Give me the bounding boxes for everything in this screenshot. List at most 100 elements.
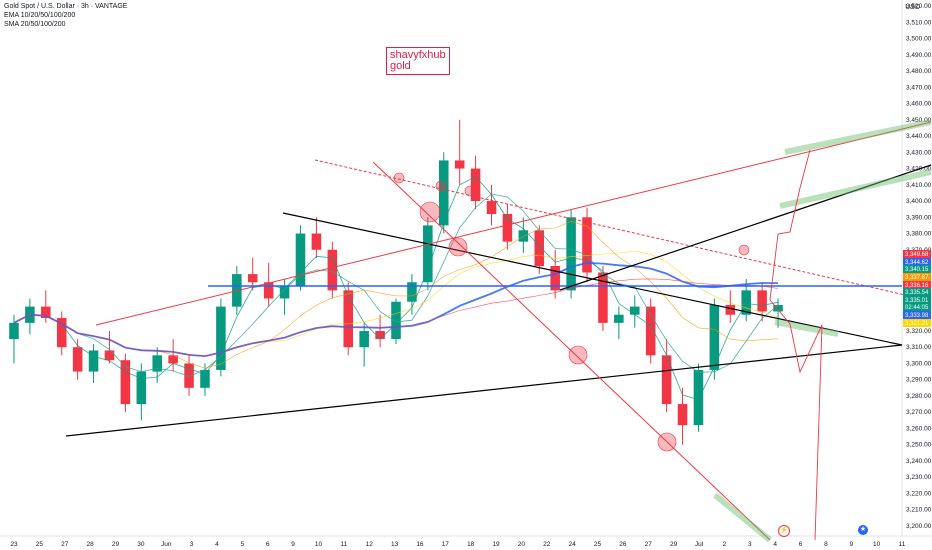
pivot-marker[interactable] bbox=[464, 185, 476, 197]
sma-indicator-label[interactable]: SMA 20/50/100/200 bbox=[4, 21, 66, 28]
y-tick-label: 3,410.00 bbox=[906, 182, 932, 189]
candle-body bbox=[486, 201, 497, 215]
price-label-text: 3,349.68 bbox=[905, 252, 929, 258]
y-tick-label: 3,480.00 bbox=[906, 68, 932, 75]
candle-body bbox=[423, 225, 433, 283]
candle-body bbox=[359, 330, 369, 348]
candle-body bbox=[247, 274, 258, 283]
highlight-zone[interactable] bbox=[713, 492, 772, 543]
y-tick-label: 3,260.00 bbox=[906, 425, 932, 432]
x-tick-label: 4 bbox=[773, 541, 777, 548]
trendline[interactable] bbox=[95, 121, 932, 326]
candle-body bbox=[693, 369, 704, 426]
price-label-tag bbox=[903, 296, 931, 304]
price-label-text: 02:44:05 bbox=[905, 305, 929, 311]
moving-average-line[interactable] bbox=[13, 176, 779, 401]
candle-body bbox=[120, 360, 131, 405]
y-tick-label: 3,390.00 bbox=[906, 214, 932, 221]
y-tick-label: 3,230.00 bbox=[906, 474, 932, 481]
y-tick-label: 3,460.00 bbox=[906, 101, 932, 108]
x-tick-label: 22 bbox=[543, 541, 551, 548]
candle-body bbox=[9, 322, 19, 340]
price-label-text: 3,333.98 bbox=[905, 313, 929, 319]
x-tick-label: 19 bbox=[492, 541, 500, 548]
candle-body bbox=[630, 306, 640, 315]
price-label-text: 3,340.15 bbox=[905, 267, 929, 273]
candle-body bbox=[677, 404, 688, 426]
x-tick-label: 2 bbox=[723, 541, 727, 548]
price-axis-currency: USD bbox=[905, 4, 920, 11]
x-tick-label: 4 bbox=[215, 541, 219, 548]
candle-body bbox=[295, 233, 306, 286]
watermark-line-2: gold bbox=[390, 60, 411, 72]
x-tick-label: Jul bbox=[695, 541, 704, 548]
us-flag-icon[interactable]: ★ bbox=[858, 525, 868, 535]
projection-path-up[interactable] bbox=[769, 149, 811, 301]
moving-average-line[interactable] bbox=[13, 193, 779, 377]
y-tick-label: 3,430.00 bbox=[906, 149, 932, 156]
x-tick-label: 9 bbox=[849, 541, 853, 548]
x-tick-label: 13 bbox=[391, 541, 399, 548]
price-label-tag bbox=[903, 281, 931, 289]
price-label-tag bbox=[903, 288, 931, 296]
candle-body bbox=[741, 290, 751, 315]
y-tick-label: 3,200.00 bbox=[906, 523, 932, 530]
candle-body bbox=[645, 306, 656, 356]
x-tick-label: 23 bbox=[10, 541, 18, 548]
y-tick-label: 3,450.00 bbox=[906, 117, 932, 124]
moving-average-line[interactable] bbox=[13, 221, 779, 369]
pivot-marker[interactable] bbox=[435, 180, 447, 192]
projection-path-down[interactable] bbox=[769, 299, 823, 541]
highlight-zone[interactable] bbox=[774, 319, 839, 337]
candle-body bbox=[391, 301, 401, 340]
alert-icon[interactable]: ⚡ bbox=[778, 525, 790, 537]
trendline[interactable] bbox=[372, 161, 771, 541]
ema-indicator-label[interactable]: EMA 10/20/50/100/200 bbox=[4, 12, 76, 19]
candle-body bbox=[550, 266, 560, 291]
y-tick-label: 3,240.00 bbox=[906, 458, 932, 465]
y-tick-label: 3,440.00 bbox=[906, 133, 932, 140]
highlight-zone[interactable] bbox=[784, 119, 932, 155]
x-tick-label: 12 bbox=[366, 541, 374, 548]
trendline[interactable] bbox=[65, 344, 903, 437]
candle-body bbox=[438, 160, 449, 226]
candle-body bbox=[582, 217, 592, 273]
price-label-text: 3,335.01 bbox=[905, 298, 929, 304]
y-tick-label: 3,280.00 bbox=[906, 393, 932, 400]
trendline[interactable] bbox=[314, 159, 906, 296]
candle-body bbox=[757, 290, 767, 312]
price-label-text: 3,335.54 bbox=[905, 290, 929, 296]
candle-body bbox=[725, 304, 736, 315]
pivot-marker[interactable] bbox=[738, 244, 750, 256]
pivot-marker[interactable] bbox=[419, 201, 441, 223]
pivot-marker[interactable] bbox=[393, 172, 405, 184]
highlight-zone[interactable] bbox=[779, 169, 932, 209]
y-tick-label: 3,270.00 bbox=[906, 409, 932, 416]
pivot-marker[interactable] bbox=[448, 237, 468, 257]
candle-body bbox=[327, 249, 338, 291]
price-label-tag bbox=[903, 273, 931, 281]
candle-body bbox=[773, 304, 783, 312]
candle-body bbox=[502, 214, 513, 242]
x-tick-label: 10 bbox=[873, 541, 881, 548]
trendline[interactable] bbox=[559, 164, 932, 291]
candle-body bbox=[200, 369, 210, 388]
pivot-marker[interactable] bbox=[568, 345, 588, 365]
y-tick-label: 3,400.00 bbox=[906, 198, 932, 205]
x-tick-label: 30 bbox=[137, 541, 145, 548]
x-tick-label: 3 bbox=[190, 541, 194, 548]
moving-average-line[interactable] bbox=[13, 278, 779, 357]
x-tick-label: 28 bbox=[86, 541, 94, 548]
y-tick-label: 3,510.00 bbox=[906, 19, 932, 26]
y-tick-label: 3,490.00 bbox=[906, 52, 932, 59]
y-tick-label: 3,380.00 bbox=[906, 231, 932, 238]
y-tick-label: 3,520.00 bbox=[906, 3, 932, 10]
x-tick-label: 20 bbox=[518, 541, 526, 548]
x-tick-label: 27 bbox=[645, 541, 653, 548]
candle-body bbox=[709, 304, 720, 370]
price-label-tag bbox=[903, 311, 931, 319]
x-tick-label: 6 bbox=[266, 541, 270, 548]
price-label-text: 3,336.16 bbox=[905, 283, 929, 289]
pivot-marker[interactable] bbox=[657, 432, 677, 452]
